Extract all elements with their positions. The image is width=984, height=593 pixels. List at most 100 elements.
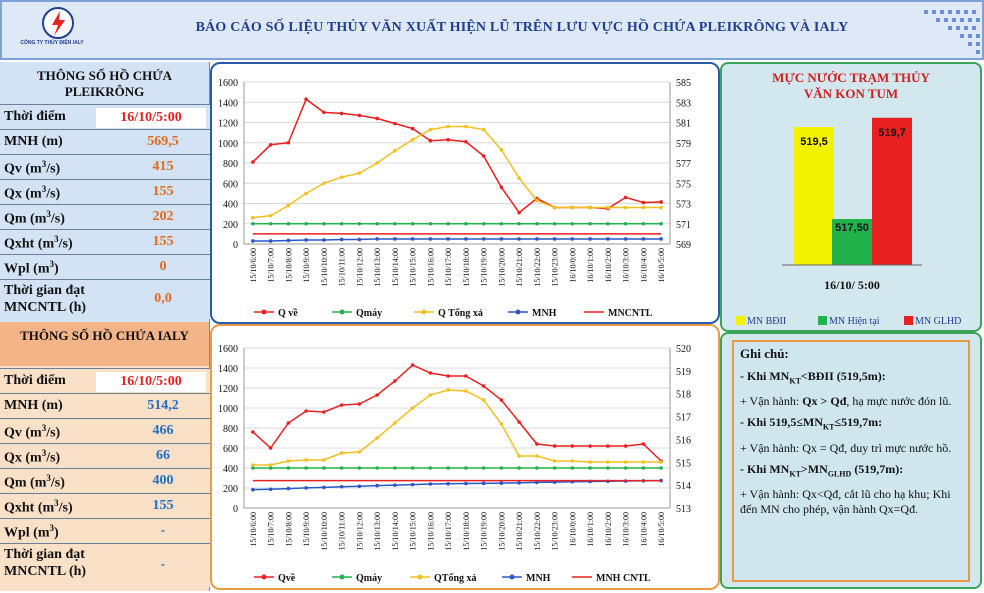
data-point bbox=[464, 389, 468, 393]
data-point bbox=[428, 371, 433, 375]
legend-marker bbox=[339, 574, 345, 580]
ialy-row-value: 66 bbox=[156, 447, 170, 463]
legend-marker bbox=[261, 574, 267, 580]
y2-tick-label: 577 bbox=[676, 159, 691, 170]
data-point bbox=[410, 363, 415, 367]
data-point bbox=[464, 374, 468, 378]
data-point bbox=[322, 181, 326, 186]
series-line bbox=[252, 238, 662, 242]
data-point bbox=[357, 113, 362, 118]
ialy-row-value: 514,2 bbox=[147, 397, 179, 413]
data-point bbox=[304, 409, 308, 413]
y2-tick-label: 515 bbox=[676, 458, 691, 469]
legend-marker bbox=[509, 574, 515, 580]
x-tick-label: 15/10/13:00 bbox=[373, 512, 382, 551]
data-point bbox=[464, 481, 468, 486]
data-point bbox=[641, 221, 646, 226]
data-point bbox=[428, 237, 433, 241]
data-point bbox=[393, 149, 397, 153]
pleikrong-row-label: Qxht (m3/s) bbox=[4, 233, 73, 252]
series-line bbox=[252, 125, 662, 219]
data-point bbox=[535, 237, 539, 241]
data-point bbox=[375, 116, 379, 121]
x-tick-label: 15/10/18:00 bbox=[462, 248, 471, 287]
legend-label: QTổng xả bbox=[434, 573, 477, 584]
data-point bbox=[535, 466, 539, 470]
y-tick-label: 1000 bbox=[218, 404, 238, 415]
data-point bbox=[499, 148, 504, 152]
y2-tick-label: 520 bbox=[676, 344, 691, 355]
ialy-chart: 0 200 400 600 800 1000 1200 1400 1600 513 514 515 51… bbox=[210, 324, 720, 590]
pleikrong-row-value: 0 bbox=[159, 258, 167, 274]
data-point bbox=[357, 450, 362, 454]
data-point bbox=[606, 466, 610, 470]
x-tick-label: 15/10/22:00 bbox=[533, 248, 542, 287]
data-point bbox=[588, 237, 592, 241]
ialy-row-value: - bbox=[160, 557, 166, 572]
report-title: BÁO CÁO SỐ LIỆU THỦY VĂN XUẤT HIỆN LŨ TR… bbox=[195, 20, 849, 35]
pleikrong-row-value: 155 bbox=[152, 233, 174, 249]
data-point bbox=[428, 138, 433, 143]
x-tick-label: 15/10/17:00 bbox=[444, 512, 453, 551]
grid-icon bbox=[924, 10, 980, 54]
x-tick-label: 16/10/5:00 bbox=[657, 248, 666, 283]
note-line: + Vận hành: Qx<Qđ, cắt lũ cho hạ khu; Kh… bbox=[740, 487, 951, 517]
pleikrong-title: THÔNG SỐ HỒ CHỨA PLEIKRÔNG bbox=[37, 68, 172, 99]
legend-label: Qvề bbox=[278, 573, 296, 584]
ialy-row-value: 155 bbox=[152, 497, 174, 513]
data-point bbox=[535, 221, 539, 226]
data-point bbox=[428, 466, 433, 470]
kontum-bar bbox=[794, 127, 834, 265]
x-tick-label: 15/10/23:00 bbox=[551, 248, 560, 287]
data-point bbox=[481, 384, 486, 388]
x-tick-label: 15/10/7:00 bbox=[267, 248, 276, 283]
pleikrong-row: Wpl (m3) 0 bbox=[0, 254, 210, 279]
data-point bbox=[570, 221, 575, 226]
data-point bbox=[517, 221, 521, 226]
evn-logo-icon bbox=[42, 7, 74, 39]
data-point bbox=[286, 421, 291, 425]
data-point bbox=[464, 124, 468, 129]
data-point bbox=[393, 466, 397, 470]
data-point bbox=[322, 458, 326, 462]
data-point bbox=[339, 484, 344, 489]
x-tick-label: 15/10/6:00 bbox=[249, 512, 258, 547]
x-tick-label: 15/10/16:00 bbox=[426, 512, 435, 551]
data-point bbox=[606, 205, 610, 210]
x-tick-label: 16/10/2:00 bbox=[604, 248, 613, 283]
x-tick-label: 16/10/3:00 bbox=[622, 512, 631, 547]
x-tick-label: 16/10/1:00 bbox=[586, 248, 595, 283]
ialy-row-value: - bbox=[160, 522, 166, 538]
data-point bbox=[588, 205, 592, 210]
legend-label: Q Tổng xả bbox=[438, 308, 483, 319]
data-point bbox=[268, 142, 273, 147]
ialy-row: Qv (m3/s) 466 bbox=[0, 418, 210, 443]
data-point bbox=[410, 221, 415, 226]
ialy-row-value: 466 bbox=[152, 422, 174, 438]
pleikrong-row-value: 202 bbox=[152, 208, 174, 224]
data-point bbox=[304, 486, 308, 490]
data-point bbox=[357, 237, 362, 242]
ialy-row: Thời gian đạt MNCNTL (h) - bbox=[0, 543, 210, 587]
legend-marker bbox=[417, 574, 423, 580]
y-tick-label: 1200 bbox=[218, 384, 238, 395]
data-point bbox=[304, 458, 308, 462]
data-point bbox=[552, 459, 557, 463]
x-tick-label: 16/10/0:00 bbox=[568, 512, 577, 547]
series-line bbox=[252, 389, 662, 466]
data-point bbox=[251, 221, 255, 226]
ialy-row: Qxht (m3/s) 155 bbox=[0, 493, 210, 518]
data-point bbox=[446, 388, 450, 392]
kontum-chart-svg: 519,5 517,50 519,7 16/10/ 5:00 MN BĐII MN Hiệ… bbox=[736, 117, 961, 327]
data-point bbox=[446, 137, 450, 142]
data-point bbox=[268, 221, 273, 226]
pleikrong-row: Qv (m3/s) 415 bbox=[0, 154, 210, 179]
data-point bbox=[499, 237, 504, 241]
data-point bbox=[641, 460, 646, 464]
data-point bbox=[286, 221, 291, 226]
series-line bbox=[252, 364, 662, 462]
data-point bbox=[517, 210, 521, 215]
data-point bbox=[322, 110, 326, 115]
data-point bbox=[588, 221, 592, 226]
data-point bbox=[499, 185, 504, 190]
